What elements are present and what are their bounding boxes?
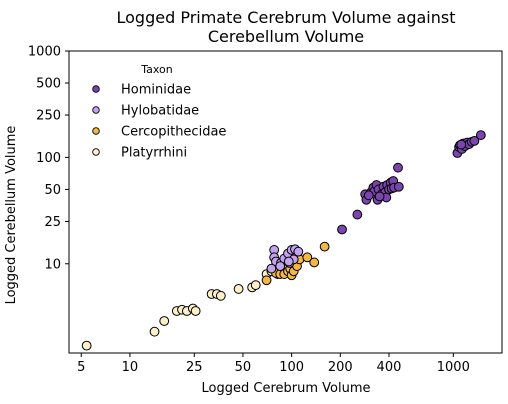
y-tick-label: 25: [44, 215, 61, 230]
data-point: [319, 241, 330, 252]
data-point: [293, 246, 304, 257]
data-point: [302, 252, 313, 263]
data-point: [337, 224, 347, 235]
legend: Taxon Hominidae Hylobatidae Cercopithecida…: [92, 63, 226, 161]
x-axis-label: Logged Cerebrum Volume: [202, 381, 371, 396]
legend-marker: [92, 148, 100, 156]
legend-marker: [92, 85, 100, 93]
data-point: [283, 256, 294, 267]
data-point: [261, 275, 272, 286]
data-point: [233, 284, 244, 294]
data-point: [81, 340, 92, 351]
x-tick-label: 10: [122, 360, 139, 375]
x-tick-label: 25: [186, 360, 203, 375]
legend-marker: [92, 127, 100, 135]
data-point: [393, 162, 403, 173]
data-point: [393, 181, 404, 192]
y-tick-label: 100: [36, 151, 61, 166]
data-point: [250, 280, 261, 291]
chart-title-line-1: Logged Primate Cerebrum Volume against: [117, 8, 456, 27]
data-point: [475, 130, 486, 140]
x-tick-label: 50: [235, 360, 252, 375]
x-axis: 5 10 25 50 100 200 400 1000: [77, 353, 470, 375]
legend-title: Taxon: [140, 63, 173, 76]
data-point: [469, 135, 480, 146]
chart-title: Logged Primate Cerebrum Volume against C…: [117, 8, 456, 46]
x-tick-label: 5: [77, 360, 85, 375]
data-point: [352, 209, 363, 220]
y-tick-label: 1000: [28, 45, 61, 60]
y-tick-label: 10: [44, 257, 61, 272]
data-point: [215, 290, 226, 301]
x-tick-label: 1000: [437, 360, 470, 375]
legend-entry-label: Hominidae: [121, 83, 191, 98]
y-axis-label: Logged Cerebellum Volume: [4, 126, 19, 305]
y-axis: 10 25 50 100 250 500 1000: [28, 45, 69, 272]
data-point: [266, 263, 277, 274]
data-point: [190, 306, 201, 316]
x-tick-label: 400: [377, 360, 402, 375]
data-point: [275, 261, 286, 272]
data-point: [374, 191, 385, 202]
data-points: [81, 130, 486, 351]
data-point: [149, 326, 160, 337]
legend-entry-label: Hylobatidae: [121, 104, 199, 119]
data-point: [159, 316, 170, 326]
x-tick-label: 100: [279, 360, 304, 375]
legend-entry-label: Platyrrhini: [121, 146, 187, 161]
y-tick-label: 500: [36, 77, 61, 92]
plot-area-frame: [68, 50, 503, 354]
y-tick-label: 250: [36, 109, 61, 124]
legend-marker: [92, 106, 100, 114]
x-tick-label: 200: [328, 360, 353, 375]
data-point: [456, 139, 467, 150]
data-point: [363, 190, 374, 201]
data-point: [309, 257, 320, 268]
chart-title-line-2: Cerebellum Volume: [208, 27, 364, 46]
y-tick-label: 50: [44, 183, 61, 198]
legend-entry-label: Cercopithecidae: [121, 125, 226, 140]
